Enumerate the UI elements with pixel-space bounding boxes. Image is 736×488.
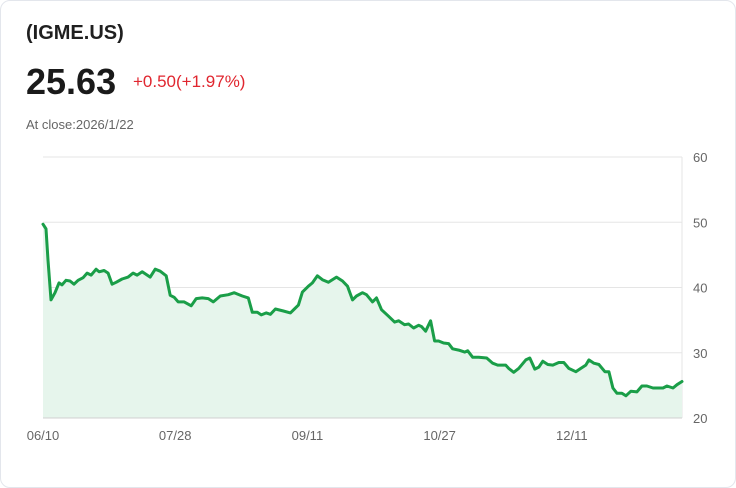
x-tick-label: 12/11 <box>556 428 588 443</box>
x-tick-label: 07/28 <box>159 428 192 443</box>
close-date: At close:2026/1/22 <box>26 117 134 132</box>
price-change: +0.50(+1.97%) <box>133 72 246 91</box>
y-tick-label: 50 <box>693 215 707 230</box>
x-tick-label: 10/27 <box>423 428 456 443</box>
symbol-title: (IGME.US) <box>26 22 124 44</box>
y-tick-label: 20 <box>693 411 707 426</box>
y-tick-label: 40 <box>693 281 707 296</box>
x-tick-label: 09/11 <box>292 428 324 443</box>
price-line <box>41 222 684 398</box>
x-tick-label: 06/10 <box>27 428 60 443</box>
y-tick-label: 30 <box>693 346 707 361</box>
y-tick-label: 60 <box>693 150 707 165</box>
last-price: 25.63 <box>26 61 117 102</box>
area-fill <box>43 224 682 418</box>
